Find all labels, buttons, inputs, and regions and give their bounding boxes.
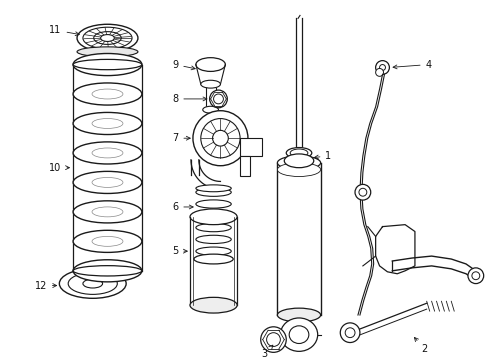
Ellipse shape — [73, 201, 142, 223]
Text: 10: 10 — [49, 163, 70, 173]
Polygon shape — [376, 225, 415, 274]
Ellipse shape — [196, 185, 231, 192]
Circle shape — [213, 130, 228, 146]
Ellipse shape — [280, 318, 318, 351]
Ellipse shape — [196, 235, 231, 243]
Text: 11: 11 — [49, 25, 79, 36]
Ellipse shape — [100, 35, 114, 41]
Ellipse shape — [73, 260, 142, 282]
Circle shape — [376, 68, 384, 76]
Circle shape — [376, 60, 390, 75]
Ellipse shape — [83, 279, 102, 288]
Ellipse shape — [194, 254, 233, 264]
Circle shape — [359, 188, 367, 196]
Ellipse shape — [196, 212, 231, 220]
Ellipse shape — [92, 237, 123, 246]
Ellipse shape — [201, 80, 220, 88]
Ellipse shape — [68, 273, 117, 294]
Ellipse shape — [92, 118, 123, 129]
Circle shape — [201, 118, 240, 158]
Text: 8: 8 — [172, 94, 207, 104]
Ellipse shape — [94, 32, 121, 44]
Ellipse shape — [59, 269, 126, 298]
Circle shape — [345, 328, 355, 338]
Ellipse shape — [73, 142, 142, 164]
Circle shape — [468, 268, 484, 284]
Ellipse shape — [73, 59, 142, 70]
Ellipse shape — [277, 308, 320, 322]
Ellipse shape — [73, 83, 142, 105]
Ellipse shape — [196, 224, 231, 232]
Ellipse shape — [73, 54, 142, 76]
Ellipse shape — [190, 297, 237, 313]
Text: 1: 1 — [315, 151, 332, 161]
Ellipse shape — [83, 27, 132, 49]
Ellipse shape — [92, 59, 123, 69]
Text: 12: 12 — [34, 280, 57, 291]
Ellipse shape — [290, 149, 308, 157]
Bar — [240, 138, 262, 156]
Text: 5: 5 — [172, 246, 187, 256]
Ellipse shape — [92, 266, 123, 276]
Ellipse shape — [77, 24, 138, 52]
Ellipse shape — [196, 58, 225, 71]
Ellipse shape — [73, 230, 142, 252]
Circle shape — [355, 184, 371, 200]
Text: 3: 3 — [262, 345, 273, 359]
Ellipse shape — [92, 207, 123, 217]
Ellipse shape — [277, 156, 320, 170]
Circle shape — [210, 90, 227, 108]
Ellipse shape — [92, 148, 123, 158]
Text: 4: 4 — [393, 59, 432, 69]
Ellipse shape — [73, 171, 142, 193]
Ellipse shape — [196, 247, 231, 255]
Ellipse shape — [196, 188, 231, 196]
Ellipse shape — [286, 148, 312, 158]
Circle shape — [340, 323, 360, 342]
Ellipse shape — [289, 326, 309, 343]
Circle shape — [380, 64, 386, 71]
Ellipse shape — [284, 154, 314, 168]
Ellipse shape — [73, 266, 142, 276]
Ellipse shape — [277, 163, 320, 176]
Circle shape — [193, 111, 248, 166]
Ellipse shape — [190, 209, 237, 225]
Text: 2: 2 — [415, 337, 428, 354]
Ellipse shape — [77, 47, 138, 57]
Text: 7: 7 — [172, 133, 190, 143]
Ellipse shape — [92, 177, 123, 188]
Text: 6: 6 — [172, 202, 193, 212]
Ellipse shape — [203, 106, 219, 113]
Text: 9: 9 — [172, 59, 195, 70]
Ellipse shape — [73, 112, 142, 135]
Bar — [240, 156, 250, 176]
Ellipse shape — [196, 200, 231, 208]
Ellipse shape — [92, 89, 123, 99]
Circle shape — [214, 94, 223, 104]
Circle shape — [267, 333, 280, 346]
Circle shape — [261, 327, 286, 352]
Circle shape — [472, 272, 480, 280]
